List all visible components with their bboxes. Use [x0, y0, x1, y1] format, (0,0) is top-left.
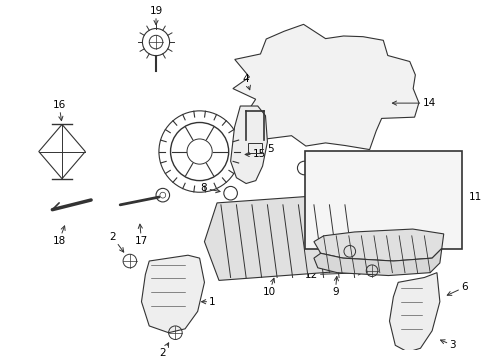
Text: 5: 5: [267, 144, 273, 154]
Polygon shape: [141, 255, 204, 333]
Text: 14: 14: [391, 98, 435, 108]
Text: 15: 15: [244, 149, 265, 159]
Text: 8: 8: [201, 183, 220, 193]
Text: 3: 3: [440, 340, 455, 350]
Text: 1: 1: [201, 297, 216, 307]
Polygon shape: [389, 273, 439, 352]
Text: 4: 4: [243, 74, 250, 90]
Bar: [247, 143, 261, 153]
Text: 2: 2: [109, 231, 123, 252]
Text: 18: 18: [52, 226, 65, 246]
Text: 10: 10: [262, 278, 275, 297]
Text: 9: 9: [331, 276, 338, 297]
Text: 6: 6: [447, 282, 467, 295]
Text: 17: 17: [135, 224, 148, 246]
FancyBboxPatch shape: [305, 150, 461, 249]
Polygon shape: [313, 248, 441, 275]
Text: 13: 13: [300, 246, 339, 256]
Text: 16: 16: [52, 100, 65, 121]
Text: 19: 19: [149, 6, 163, 24]
Text: 7: 7: [334, 163, 349, 173]
Polygon shape: [313, 229, 443, 261]
Text: 12: 12: [304, 270, 362, 280]
Polygon shape: [232, 24, 418, 149]
Polygon shape: [230, 106, 267, 184]
Text: 11: 11: [468, 192, 481, 202]
Text: 2: 2: [159, 343, 168, 358]
Polygon shape: [204, 193, 366, 280]
